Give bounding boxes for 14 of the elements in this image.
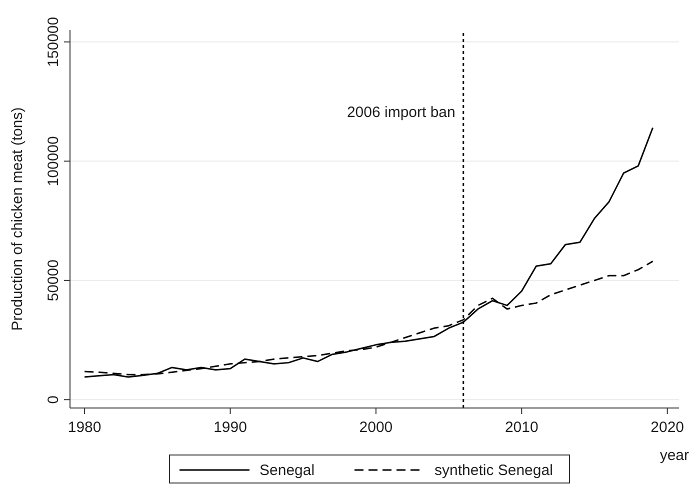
y-tick-label: 150000 [45,16,62,67]
y-tick-label: 100000 [45,136,62,186]
y-tick-label: 0 [45,395,62,404]
x-axis-title: year [660,447,689,464]
x-tick-label: 2000 [359,419,393,436]
y-axis-title: Production of chicken meat (tons) [9,107,26,331]
x-tick-label: 1980 [68,419,102,436]
x-tick-label: 2020 [650,419,684,436]
ref-line-label: 2006 import ban [346,104,456,121]
x-tick-label: 2010 [504,419,538,436]
y-tick-label: 50000 [45,260,62,302]
legend-label: Senegal [260,462,315,479]
x-tick-label: 1990 [214,419,247,436]
legend-label: synthetic Senegal [434,462,553,479]
